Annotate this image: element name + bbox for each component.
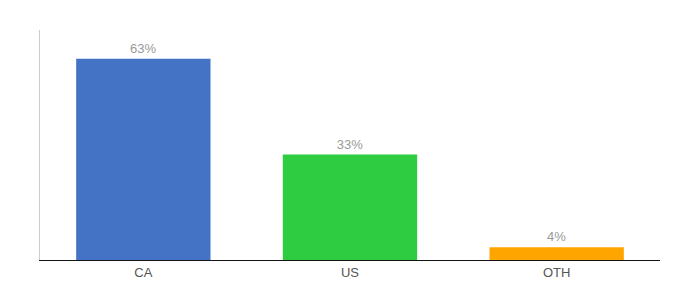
svg-text:OTH: OTH <box>543 265 570 280</box>
svg-text:US: US <box>341 265 359 280</box>
svg-text:63%: 63% <box>130 41 156 56</box>
svg-text:CA: CA <box>134 265 152 280</box>
svg-text:33%: 33% <box>337 137 363 152</box>
svg-text:4%: 4% <box>547 229 566 244</box>
